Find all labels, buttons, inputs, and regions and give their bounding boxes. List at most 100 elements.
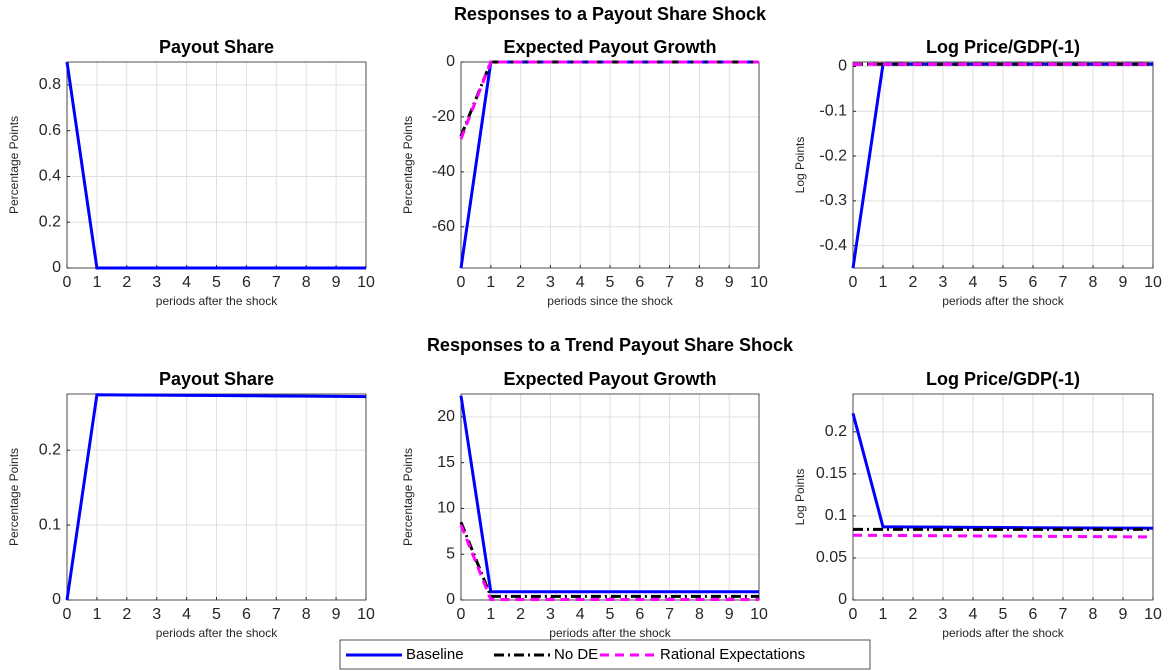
x-tick-label: 4 xyxy=(576,274,585,291)
x-tick-label: 3 xyxy=(939,606,948,623)
x-tick-label: 0 xyxy=(457,606,466,623)
row-title: Responses to a Payout Share Shock xyxy=(454,4,767,24)
x-tick-label: 1 xyxy=(486,274,495,291)
chart-title: Expected Payout Growth xyxy=(503,37,716,57)
legend-label: Baseline xyxy=(406,646,464,663)
x-tick-label: 10 xyxy=(357,274,375,291)
x-tick-label: 7 xyxy=(1059,606,1068,623)
y-tick-label: 0 xyxy=(52,591,61,608)
x-tick-label: 6 xyxy=(242,606,251,623)
x-tick-label: 5 xyxy=(212,606,221,623)
y-tick-label: 20 xyxy=(437,408,455,425)
x-axis-label: periods after the shock xyxy=(156,294,278,308)
x-tick-label: 10 xyxy=(1144,274,1162,291)
y-tick-label: -0.2 xyxy=(819,147,847,164)
y-tick-label: 0.05 xyxy=(816,549,847,566)
x-tick-label: 4 xyxy=(969,606,978,623)
x-tick-label: 9 xyxy=(332,274,341,291)
series-line xyxy=(459,60,759,140)
x-tick-label: 5 xyxy=(212,274,221,291)
y-tick-label: 0 xyxy=(838,591,847,608)
chart-title: Payout Share xyxy=(159,369,274,389)
x-tick-label: 0 xyxy=(457,274,466,291)
x-axis-label: periods after the shock xyxy=(942,294,1064,308)
x-tick-label: 3 xyxy=(939,274,948,291)
y-tick-label: 0.1 xyxy=(825,507,847,524)
x-tick-label: 2 xyxy=(516,606,525,623)
chart-title: Expected Payout Growth xyxy=(503,369,716,389)
x-tick-label: 1 xyxy=(879,274,888,291)
x-tick-label: 2 xyxy=(909,606,918,623)
x-tick-label: 3 xyxy=(152,274,161,291)
y-axis-label: Percentage Points xyxy=(401,116,415,214)
y-tick-label: 0 xyxy=(838,58,847,75)
x-tick-label: 4 xyxy=(182,274,191,291)
y-axis-label: Log Points xyxy=(793,137,807,194)
x-tick-label: 6 xyxy=(1029,274,1038,291)
x-tick-label: 1 xyxy=(92,606,101,623)
series-line xyxy=(459,524,759,602)
y-tick-label: -0.3 xyxy=(819,192,847,209)
x-tick-label: 8 xyxy=(1089,274,1098,291)
legend-label: Rational Expectations xyxy=(660,646,805,663)
chart-title: Log Price/GDP(-1) xyxy=(926,37,1080,57)
x-tick-label: 9 xyxy=(1119,274,1128,291)
x-tick-label: 0 xyxy=(849,274,858,291)
x-tick-label: 4 xyxy=(182,606,191,623)
x-tick-label: 3 xyxy=(546,606,555,623)
y-tick-label: 0.2 xyxy=(39,441,61,458)
y-tick-label: 0.4 xyxy=(39,168,61,185)
series-line xyxy=(65,393,367,601)
x-tick-label: 9 xyxy=(332,606,341,623)
y-tick-label: 15 xyxy=(437,454,455,471)
x-tick-label: 7 xyxy=(665,274,674,291)
x-tick-label: 7 xyxy=(1059,274,1068,291)
x-tick-label: 9 xyxy=(1119,606,1128,623)
x-tick-label: 2 xyxy=(516,274,525,291)
x-tick-label: 10 xyxy=(750,606,768,623)
y-axis-label: Percentage Points xyxy=(401,448,415,546)
x-tick-label: 0 xyxy=(849,606,858,623)
x-tick-label: 9 xyxy=(725,606,734,623)
x-tick-label: 1 xyxy=(486,606,495,623)
y-axis-label: Percentage Points xyxy=(7,448,21,546)
x-axis-label: periods after the shock xyxy=(156,626,278,640)
x-tick-label: 5 xyxy=(606,274,615,291)
x-tick-label: 2 xyxy=(122,606,131,623)
x-tick-label: 8 xyxy=(302,606,311,623)
y-tick-label: -20 xyxy=(432,108,455,125)
y-tick-label: -0.1 xyxy=(819,102,847,119)
y-axis-label: Log Points xyxy=(793,469,807,526)
x-tick-label: 7 xyxy=(272,606,281,623)
y-tick-label: 0.15 xyxy=(816,465,847,482)
x-tick-label: 2 xyxy=(909,274,918,291)
y-tick-label: 10 xyxy=(437,500,455,517)
y-tick-label: 5 xyxy=(446,545,455,562)
series-line xyxy=(65,61,366,270)
series-line xyxy=(459,395,759,594)
x-tick-label: 5 xyxy=(606,606,615,623)
y-tick-label: 0.1 xyxy=(39,516,61,533)
x-tick-label: 2 xyxy=(122,274,131,291)
y-tick-label: -60 xyxy=(432,218,455,235)
x-tick-label: 0 xyxy=(63,606,72,623)
x-tick-label: 4 xyxy=(969,274,978,291)
x-tick-label: 6 xyxy=(1029,606,1038,623)
x-tick-label: 6 xyxy=(635,274,644,291)
x-axis-label: periods after the shock xyxy=(942,626,1064,640)
x-tick-label: 7 xyxy=(665,606,674,623)
x-tick-label: 5 xyxy=(999,606,1008,623)
x-tick-label: 3 xyxy=(152,606,161,623)
x-tick-label: 6 xyxy=(635,606,644,623)
y-tick-label: 0.6 xyxy=(39,122,61,139)
x-tick-label: 7 xyxy=(272,274,281,291)
x-tick-label: 8 xyxy=(695,274,704,291)
legend-label: No DE xyxy=(554,646,598,663)
x-tick-label: 1 xyxy=(879,606,888,623)
axes-box xyxy=(852,61,1154,269)
x-tick-label: 8 xyxy=(302,274,311,291)
x-tick-label: 5 xyxy=(999,274,1008,291)
x-axis-label: periods after the shock xyxy=(549,626,671,640)
x-axis-label: periods since the shock xyxy=(547,294,673,308)
y-tick-label: 0.8 xyxy=(39,76,61,93)
